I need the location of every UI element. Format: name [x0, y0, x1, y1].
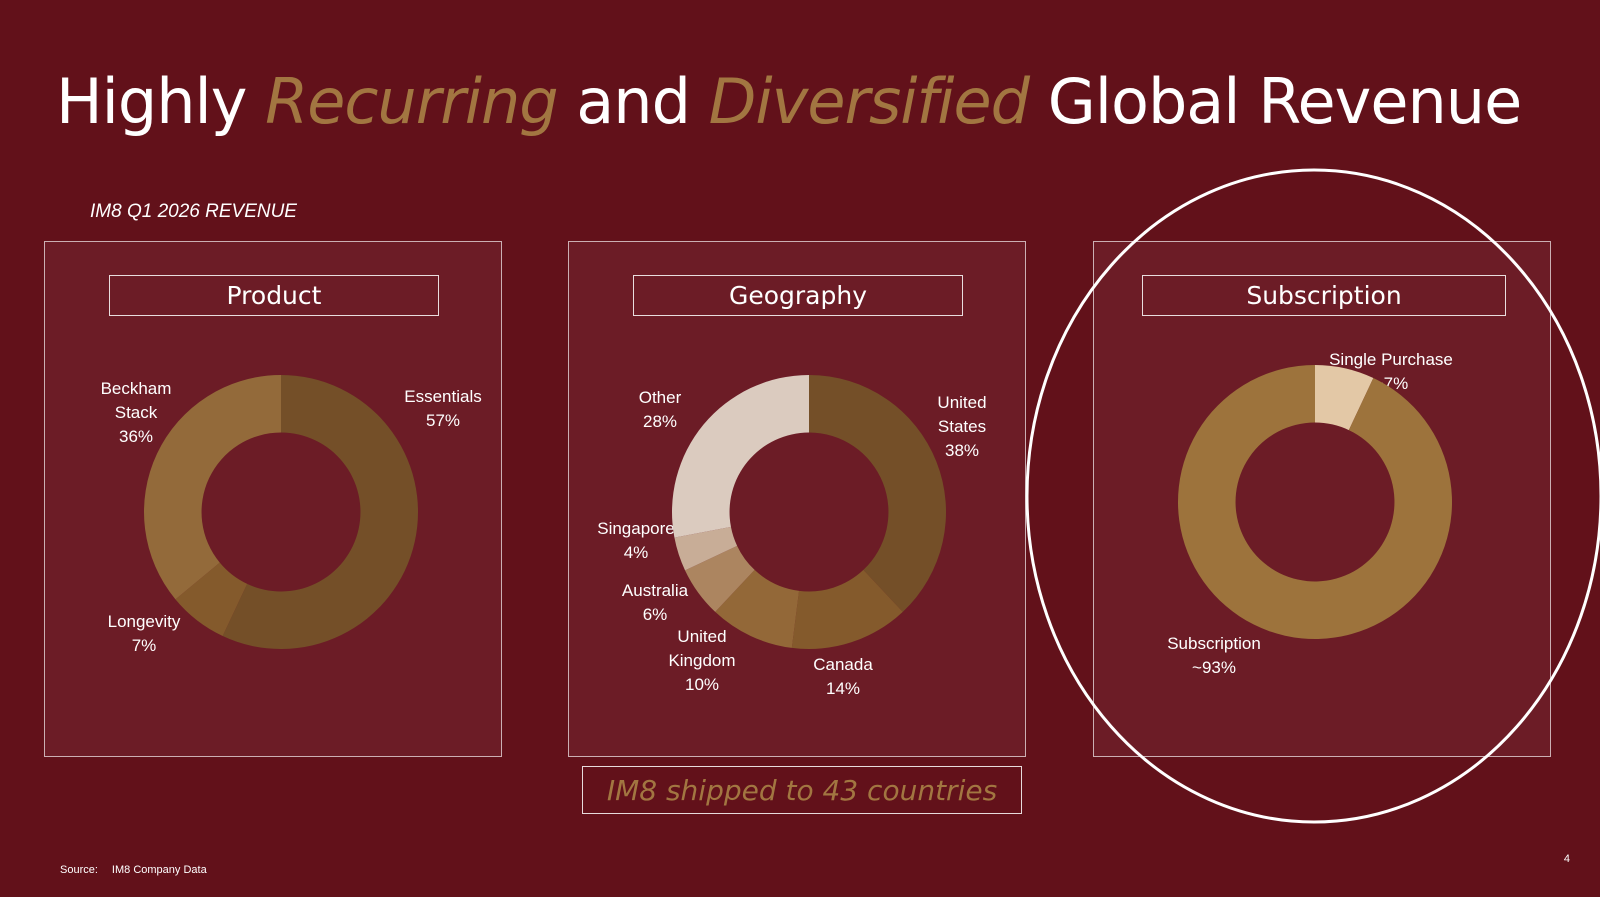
donut-slice-longevity [175, 562, 248, 636]
source-text: IM8 Company Data [111, 864, 207, 876]
page-number: 4 [1563, 853, 1570, 865]
data-label-canada: Canada 14% [813, 655, 873, 698]
geography-panel-header: Geography [633, 275, 963, 316]
donut-slice-singapore [674, 526, 738, 571]
title-emphasis-recurring: Recurring [265, 65, 558, 138]
title-emphasis-diversified: Diversified [708, 65, 1030, 138]
title-part-2: and [557, 65, 709, 138]
data-label-longevity: Longevity 7% [108, 612, 181, 655]
donut-slice-subscription [1178, 365, 1452, 639]
donut-slice-canada [791, 569, 903, 649]
donut-slice-australia [685, 545, 755, 612]
geography-donut-chart: United States 38% Canada 14% United Kingdom 10%… [597, 375, 987, 698]
data-label-united-kingdom: United Kingdom 10% [668, 627, 735, 694]
subscription-panel: Subscription Single Purchase ~7% Subscript… [1093, 241, 1551, 757]
data-label-singapore: Singapore 4% [597, 519, 675, 562]
data-label-united-states: United States 38% [937, 393, 986, 460]
donut-slice-essentials [222, 375, 418, 649]
source-label: Source: [60, 864, 98, 876]
data-label-australia: Australia 6% [622, 581, 689, 624]
data-label-beckham-stack: Beckham Stack 36% [101, 379, 172, 446]
donut-slice-united-states [809, 375, 947, 612]
donut-slice-united-kingdom [715, 569, 800, 648]
page-title: Highly Recurring and Diversified Global … [56, 62, 1523, 142]
donut-slice-beckham-stack [144, 375, 281, 600]
product-panel-header: Product [109, 275, 439, 316]
title-part-1: Highly [56, 65, 266, 138]
title-part-3: Global Revenue [1029, 65, 1523, 138]
subscription-donut-chart: Single Purchase ~7%Subscription ~93% [1167, 350, 1453, 677]
donut-slice-other [672, 375, 809, 538]
countries-callout: IM8 shipped to 43 countries [582, 766, 1022, 814]
product-panel: Product Essentials 57% Longevity 7% Beckham S… [44, 241, 502, 757]
product-donut-chart: Essentials 57% Longevity 7% Beckham Stack 36% [101, 375, 482, 655]
chart-section-subtitle: IM8 Q1 2026 REVENUE [90, 201, 297, 222]
data-label-other: Other 28% [639, 388, 682, 431]
data-label-essentials: Essentials 57% [404, 387, 481, 430]
data-label-subscription: Subscription ~93% [1167, 634, 1261, 677]
geography-panel: Geography United States 38% Canada 14% United… [568, 241, 1026, 757]
source-note: Source: IM8 Company Data [60, 864, 207, 876]
